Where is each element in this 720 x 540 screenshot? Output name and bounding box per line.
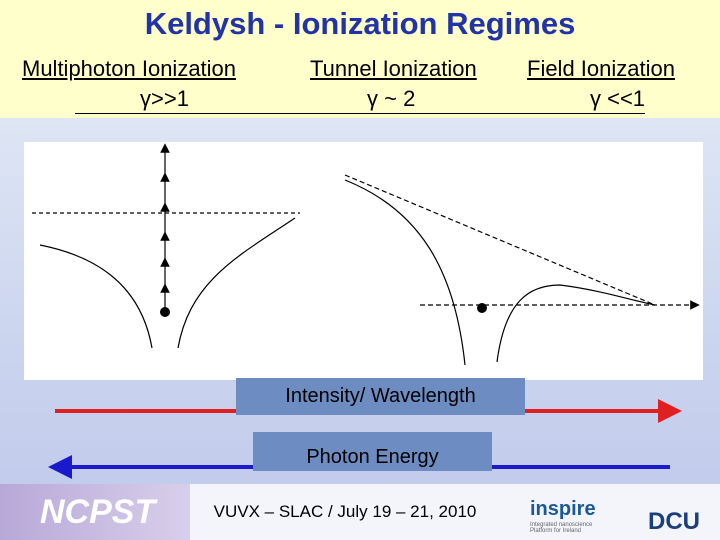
logo: DCU bbox=[648, 508, 700, 535]
header-band bbox=[0, 0, 720, 118]
diagram-box bbox=[24, 142, 703, 380]
gamma-label: γ <<1 bbox=[590, 86, 646, 111]
gamma-label: γ ~ 2 bbox=[367, 86, 416, 111]
title: Keldysh - Ionization Regimes bbox=[144, 6, 576, 41]
logo: NCPST bbox=[0, 484, 190, 540]
logo: inspire bbox=[530, 498, 596, 520]
gamma-label: γ>>1 bbox=[140, 86, 189, 111]
arrow-label: Intensity/ Wavelength bbox=[236, 378, 525, 415]
column-header: Tunnel Ionization bbox=[310, 56, 477, 81]
column-header: Field Ionization bbox=[527, 56, 675, 81]
underline bbox=[75, 113, 645, 114]
conference: VUVX – SLAC / July 19 – 21, 2010 bbox=[213, 502, 477, 521]
logo-caption: Integrated nanoscience Platform for Irel… bbox=[530, 522, 593, 534]
column-header: Multiphoton Ionization bbox=[22, 56, 237, 81]
arrow-label: Photon Energy bbox=[253, 432, 492, 471]
